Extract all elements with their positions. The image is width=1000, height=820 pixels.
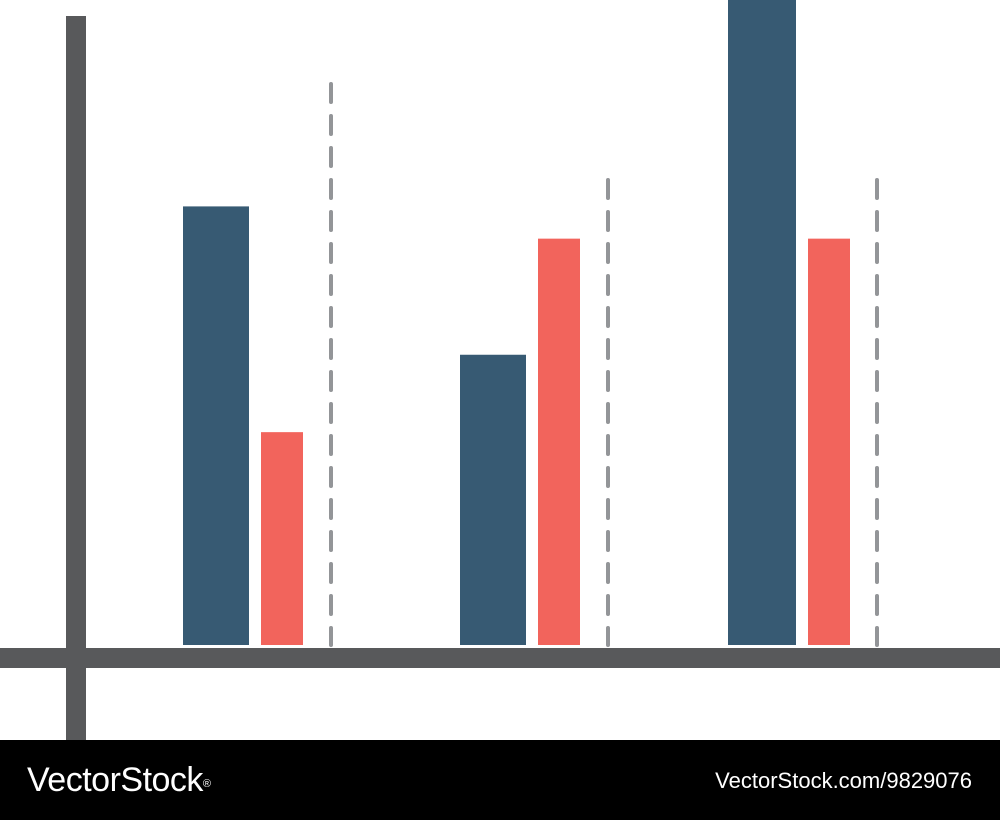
watermark-image-id: VectorStock.com/9829076 — [715, 768, 972, 793]
watermark-brand: VectorStock® — [27, 758, 211, 802]
bar-chart — [0, 0, 1000, 740]
bars — [183, 0, 850, 645]
bar-group-1-series-1 — [183, 206, 249, 645]
group-separators — [329, 82, 879, 647]
watermark-footer: VectorStock® VectorStock.com/9829076 — [0, 740, 1000, 820]
y-axis-line — [66, 16, 86, 740]
bar-group-3-series-1 — [728, 0, 796, 645]
bar-group-3-series-2 — [808, 238, 850, 645]
x-axis-line — [0, 648, 1000, 668]
bar-group-2-series-2 — [538, 238, 580, 645]
watermark-brand-text: VectorStock — [27, 761, 203, 799]
bar-group-2-series-1 — [460, 354, 526, 645]
registered-mark: ® — [202, 778, 211, 790]
bar-group-1-series-2 — [261, 432, 303, 645]
chart-area — [0, 0, 1000, 740]
